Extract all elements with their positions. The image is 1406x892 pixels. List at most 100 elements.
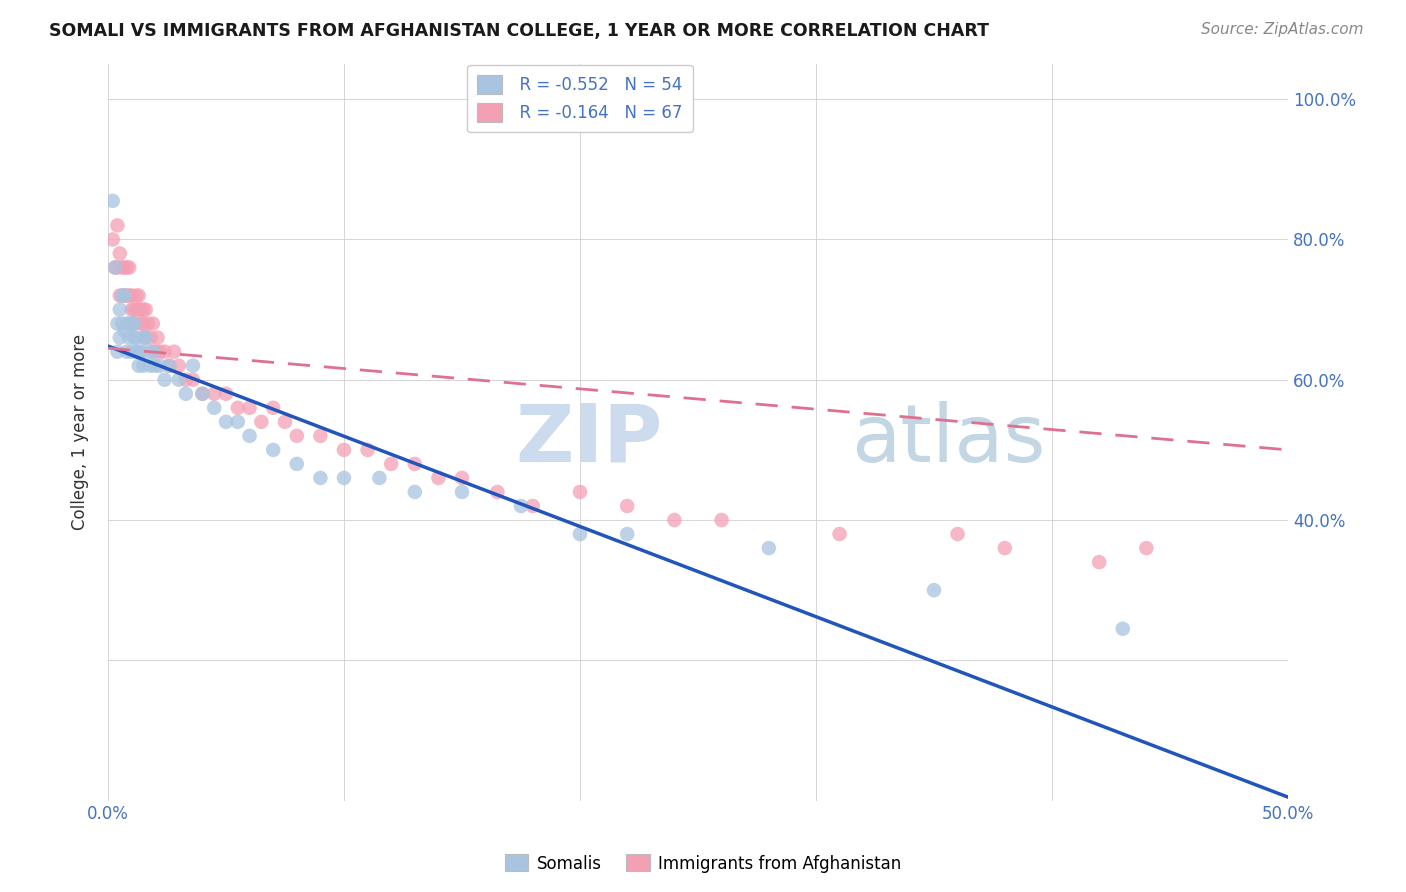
Point <box>262 442 284 457</box>
Point <box>125 344 148 359</box>
Point <box>104 260 127 275</box>
Point <box>115 317 138 331</box>
Point <box>616 499 638 513</box>
Point <box>710 513 733 527</box>
Point <box>128 288 150 302</box>
Point <box>239 401 262 415</box>
Point <box>1135 541 1157 555</box>
Point <box>104 260 127 275</box>
Point <box>174 373 197 387</box>
Point <box>356 442 378 457</box>
Point <box>994 541 1017 555</box>
Point <box>101 232 124 246</box>
Point <box>226 415 249 429</box>
Point <box>125 302 148 317</box>
Point <box>125 288 148 302</box>
Point <box>153 373 176 387</box>
Point <box>118 331 141 345</box>
Point <box>309 471 332 485</box>
Point <box>115 260 138 275</box>
Text: Source: ZipAtlas.com: Source: ZipAtlas.com <box>1201 22 1364 37</box>
Point <box>215 415 238 429</box>
Point <box>946 527 969 541</box>
Point <box>262 401 284 415</box>
Point <box>129 344 152 359</box>
Point <box>404 457 426 471</box>
Point <box>451 485 474 500</box>
Point <box>333 471 356 485</box>
Point <box>285 429 308 443</box>
Point <box>404 485 426 500</box>
Point <box>108 302 131 317</box>
Point <box>191 386 214 401</box>
Point <box>136 344 159 359</box>
Point <box>510 499 533 513</box>
Legend:   R = -0.552   N = 54,   R = -0.164   N = 67: R = -0.552 N = 54, R = -0.164 N = 67 <box>467 65 693 132</box>
Point <box>135 331 157 345</box>
Point <box>114 260 136 275</box>
Point <box>107 317 129 331</box>
Point <box>285 457 308 471</box>
Point <box>380 457 402 471</box>
Point <box>121 288 143 302</box>
Point <box>139 359 162 373</box>
Point <box>250 415 273 429</box>
Point <box>616 527 638 541</box>
Point <box>146 331 169 345</box>
Point <box>128 344 150 359</box>
Point <box>129 302 152 317</box>
Point <box>167 373 190 387</box>
Point <box>122 331 145 345</box>
Point <box>451 471 474 485</box>
Point <box>111 260 134 275</box>
Point <box>125 331 148 345</box>
Point <box>111 288 134 302</box>
Point <box>226 401 249 415</box>
Point <box>107 344 129 359</box>
Point <box>114 324 136 338</box>
Point <box>427 471 450 485</box>
Point <box>108 288 131 302</box>
Point <box>118 317 141 331</box>
Legend: Somalis, Immigrants from Afghanistan: Somalis, Immigrants from Afghanistan <box>498 847 908 880</box>
Point <box>132 359 155 373</box>
Point <box>108 246 131 260</box>
Point <box>121 317 143 331</box>
Point <box>121 344 143 359</box>
Point <box>139 331 162 345</box>
Point <box>129 317 152 331</box>
Point <box>128 359 150 373</box>
Point <box>215 386 238 401</box>
Point <box>828 527 851 541</box>
Point <box>758 541 780 555</box>
Point <box>111 317 134 331</box>
Point <box>128 302 150 317</box>
Point <box>153 344 176 359</box>
Point <box>132 317 155 331</box>
Point <box>136 317 159 331</box>
Point <box>191 386 214 401</box>
Point <box>115 288 138 302</box>
Point <box>333 442 356 457</box>
Point <box>122 317 145 331</box>
Point <box>569 527 592 541</box>
Point <box>174 386 197 401</box>
Point <box>922 583 945 598</box>
Point <box>202 386 225 401</box>
Point <box>118 288 141 302</box>
Point <box>143 344 166 359</box>
Point <box>107 260 129 275</box>
Point <box>486 485 509 500</box>
Point <box>181 359 204 373</box>
Point <box>157 359 180 373</box>
Point <box>114 288 136 302</box>
Point <box>111 288 134 302</box>
Point <box>132 302 155 317</box>
Point <box>115 344 138 359</box>
Point <box>522 499 544 513</box>
Y-axis label: College, 1 year or more: College, 1 year or more <box>72 334 89 531</box>
Point <box>142 317 165 331</box>
Point <box>135 302 157 317</box>
Text: SOMALI VS IMMIGRANTS FROM AFGHANISTAN COLLEGE, 1 YEAR OR MORE CORRELATION CHART: SOMALI VS IMMIGRANTS FROM AFGHANISTAN CO… <box>49 22 990 40</box>
Point <box>101 194 124 208</box>
